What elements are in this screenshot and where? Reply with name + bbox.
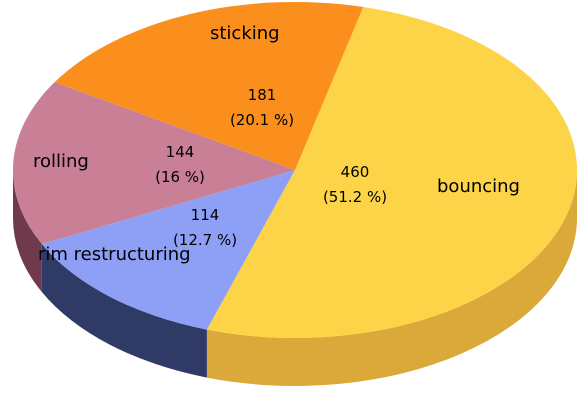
percent-label: (20.1 %) [229,111,295,129]
pie-side [41,244,207,378]
slice-label: sticking [210,23,280,44]
slice-label: rolling [33,151,89,172]
value-label: 114 [190,206,220,224]
pie-side [206,170,577,386]
slice-label: rim restructuring [38,244,191,265]
value-label: 144 [165,143,195,161]
value-label: 181 [247,86,277,104]
pie-slice [12,82,295,245]
value-label: 460 [340,163,370,181]
percent-label: (12.7 %) [172,231,238,249]
pie-side [13,170,42,293]
percent-label: (51.2 %) [322,188,388,206]
percent-label: (16 %) [155,168,205,186]
pie-slice [206,6,577,338]
pie-slice [41,170,296,330]
slice-label: bouncing [437,176,520,197]
pie-slice [54,1,364,170]
